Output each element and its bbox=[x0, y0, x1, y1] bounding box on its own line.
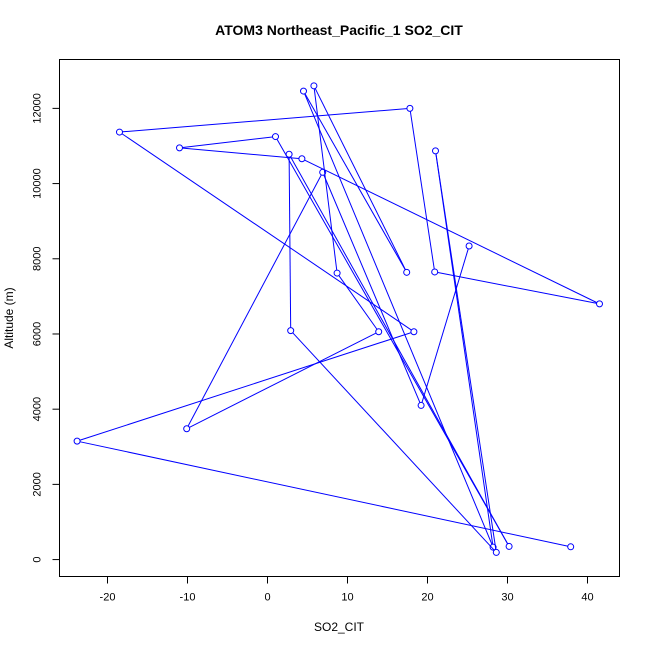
data-point bbox=[465, 242, 473, 250]
data-point bbox=[410, 328, 418, 336]
series-segment bbox=[122, 108, 407, 133]
data-point bbox=[319, 168, 327, 176]
data-point bbox=[176, 144, 183, 152]
y-axis: 0 2000 4000 6000 8000 10000 12000 bbox=[32, 93, 60, 563]
series-segment bbox=[80, 441, 568, 547]
data-point bbox=[492, 548, 500, 556]
series-segment bbox=[187, 174, 322, 427]
x-axis: -20 -10 0 10 20 30 40 bbox=[100, 576, 594, 604]
series-segment bbox=[79, 332, 412, 441]
series-segment bbox=[409, 111, 435, 269]
data-point bbox=[272, 133, 279, 141]
chart-title: ATOM3 Northeast_Pacific_1 SO2_CIT bbox=[215, 22, 463, 38]
data-point bbox=[298, 155, 306, 163]
x-tick-label: -10 bbox=[180, 592, 196, 604]
data-point bbox=[431, 268, 439, 276]
y-axis-label: Altitude (m) bbox=[2, 287, 16, 348]
data-point bbox=[300, 87, 307, 95]
data-point bbox=[596, 300, 603, 308]
data-point bbox=[183, 425, 191, 433]
series-segment bbox=[421, 248, 469, 403]
x-tick-label: -20 bbox=[100, 592, 116, 604]
series-segment bbox=[314, 88, 406, 270]
series-segment bbox=[338, 275, 378, 330]
data-point bbox=[417, 401, 425, 409]
y-tick-label: 8000 bbox=[32, 247, 44, 271]
data-point bbox=[567, 543, 575, 551]
data-point bbox=[432, 147, 439, 155]
y-tick-label: 0 bbox=[32, 557, 44, 563]
series-segment bbox=[304, 93, 406, 270]
x-tick-label: 10 bbox=[341, 592, 353, 604]
x-tick-label: 30 bbox=[501, 592, 513, 604]
y-tick-label: 12000 bbox=[32, 93, 44, 124]
series-segment bbox=[435, 153, 494, 545]
y-tick-label: 10000 bbox=[32, 168, 44, 199]
y-tick-label: 2000 bbox=[32, 472, 44, 496]
data-series bbox=[73, 82, 603, 556]
series-segment bbox=[288, 157, 292, 328]
series-segment bbox=[304, 159, 597, 303]
series-segment bbox=[182, 147, 299, 159]
y-tick-label: 6000 bbox=[32, 322, 44, 346]
x-tick-label: 20 bbox=[421, 592, 433, 604]
series-segment bbox=[276, 139, 508, 544]
series-segment bbox=[189, 332, 377, 428]
y-tick-label: 4000 bbox=[32, 397, 44, 421]
data-point bbox=[285, 150, 293, 158]
x-tick-label: 0 bbox=[264, 592, 270, 604]
series-segment bbox=[323, 175, 421, 403]
data-point bbox=[310, 82, 318, 90]
series-segment bbox=[290, 156, 508, 544]
data-point bbox=[489, 543, 497, 551]
data-point bbox=[406, 104, 414, 112]
series-segment bbox=[182, 136, 273, 148]
data-point bbox=[375, 328, 383, 336]
x-tick-label: 40 bbox=[581, 592, 593, 604]
series-segment bbox=[437, 272, 597, 304]
series-segment bbox=[121, 133, 412, 331]
data-point bbox=[116, 128, 123, 136]
data-point bbox=[73, 437, 81, 445]
data-point bbox=[505, 542, 513, 550]
data-point bbox=[333, 269, 341, 277]
x-axis-label: SO2_CIT bbox=[314, 620, 365, 634]
data-point bbox=[287, 327, 295, 335]
series-segment bbox=[304, 93, 493, 545]
data-point bbox=[403, 268, 411, 276]
series-segment bbox=[292, 332, 495, 551]
